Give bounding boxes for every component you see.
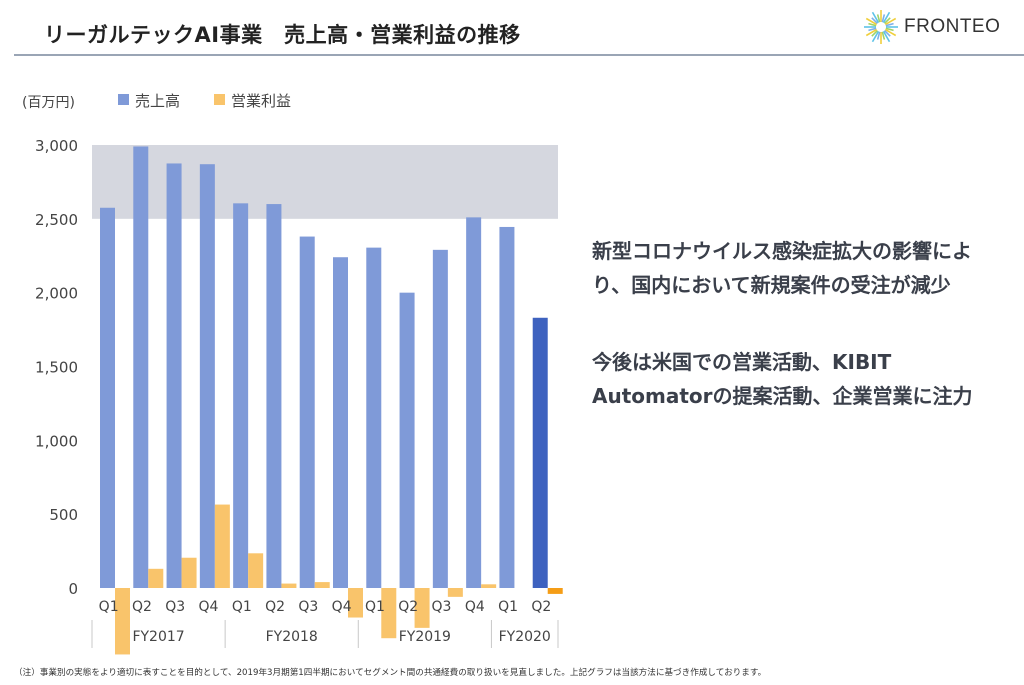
revenue-bar xyxy=(366,247,382,588)
x-tick-label: Q1 xyxy=(99,599,119,615)
operating-profit-bar xyxy=(414,588,430,628)
revenue-bar xyxy=(499,226,515,588)
company-logo: FRONTEO xyxy=(862,6,1012,48)
logo-text: FRONTEO xyxy=(904,16,1001,37)
sun-ray xyxy=(865,28,878,37)
revenue-bar xyxy=(100,207,115,588)
operating-profit-bar xyxy=(148,568,164,588)
x-tick-label: Q2 xyxy=(398,599,418,615)
footnote: （注）事業別の実態をより適切に表すことを目的として、2019年3月期第1四半期に… xyxy=(14,668,767,678)
sun-ray xyxy=(865,17,878,26)
y-tick-label: 1,500 xyxy=(35,359,78,377)
y-tick-label: 1,000 xyxy=(35,432,78,450)
y-tick-label: 500 xyxy=(49,506,78,524)
x-tick-label: Q3 xyxy=(298,599,318,615)
group-label: FY2019 xyxy=(399,629,451,645)
revenue-bar xyxy=(333,257,348,588)
legend-swatch xyxy=(214,94,225,105)
unit-label: (百万円) xyxy=(22,95,75,111)
sun-ray xyxy=(868,27,877,32)
sun-ray xyxy=(883,17,891,25)
legend-label: 売上高 xyxy=(135,92,180,110)
sun-ray xyxy=(871,17,879,25)
sun-ray xyxy=(884,28,897,37)
revenue-bar xyxy=(166,163,182,588)
legend-swatch xyxy=(118,94,129,105)
operating-profit-bar xyxy=(281,583,297,588)
highlight-band xyxy=(92,145,558,219)
sun-ray xyxy=(881,31,886,40)
sun-ray xyxy=(871,29,879,37)
sun-ray xyxy=(884,17,897,26)
sun-ray xyxy=(883,29,891,37)
sun-ray xyxy=(876,14,881,23)
sun-ray xyxy=(871,11,880,24)
x-tick-label: Q2 xyxy=(265,599,285,615)
operating-profit-bar xyxy=(481,584,497,588)
revenue-bar xyxy=(299,236,315,588)
revenue-bar xyxy=(133,146,149,588)
title-divider xyxy=(14,54,1024,56)
revenue-bar xyxy=(233,203,249,588)
sunburst-icon xyxy=(864,10,898,44)
x-tick-label: Q3 xyxy=(432,599,452,615)
group-label: FY2017 xyxy=(132,629,184,645)
y-tick-label: 0 xyxy=(68,580,78,598)
revenue-bar xyxy=(432,249,448,589)
x-tick-label: Q1 xyxy=(498,599,518,615)
x-tick-label: Q4 xyxy=(199,599,219,615)
operating-profit-bar xyxy=(181,557,197,588)
x-tick-label: Q2 xyxy=(531,599,551,615)
y-tick-label: 3,000 xyxy=(35,137,78,155)
revenue-bar xyxy=(266,204,282,589)
sun-ray xyxy=(868,22,877,27)
y-tick-label: 2,000 xyxy=(35,285,78,303)
operating-profit-bar xyxy=(381,588,397,639)
sun-ray xyxy=(871,30,880,43)
y-tick-label: 2,500 xyxy=(35,211,78,229)
bar-chart: (百万円) 売上高 営業利益 0 500 1,000 1,500 2,000 2,500 3,00… xyxy=(22,92,563,655)
sun-ray xyxy=(876,31,881,40)
operating-profit-bar xyxy=(348,588,363,618)
x-tick-label: Q1 xyxy=(365,599,385,615)
x-tick-label: Q4 xyxy=(332,599,352,615)
x-tick-label: Q3 xyxy=(165,599,185,615)
sun-ray xyxy=(885,22,894,27)
page-title: リーガルテックAI事業 売上高・営業利益の推移 xyxy=(44,23,521,47)
message-covid-impact: 新型コロナウイルス感染症拡大の影響により、国内において新規案件の受注が減少 xyxy=(592,239,972,297)
group-label: FY2018 xyxy=(266,629,318,645)
message-future-focus: 今後は米国での営業活動、KIBIT Automatorの提案活動、企業営業に注力 xyxy=(592,350,973,408)
operating-profit-bar xyxy=(447,588,463,597)
revenue-bar xyxy=(532,317,548,588)
revenue-bar xyxy=(466,217,482,588)
x-tick-label: Q1 xyxy=(232,599,252,615)
operating-profit-bar xyxy=(547,588,563,594)
group-label: FY2020 xyxy=(499,629,551,645)
sun-ray xyxy=(881,14,886,23)
operating-profit-bar xyxy=(314,582,330,588)
x-tick-label: Q4 xyxy=(465,599,485,615)
operating-profit-bar xyxy=(115,588,130,655)
revenue-bar xyxy=(399,292,415,588)
revenue-bar xyxy=(199,164,215,588)
x-tick-label: Q2 xyxy=(132,599,152,615)
sun-ray xyxy=(882,11,891,24)
operating-profit-bar xyxy=(214,504,230,588)
operating-profit-bar xyxy=(248,553,264,588)
sun-ray xyxy=(882,30,891,43)
sun-ray xyxy=(885,27,894,32)
legend-label: 営業利益 xyxy=(231,92,291,110)
